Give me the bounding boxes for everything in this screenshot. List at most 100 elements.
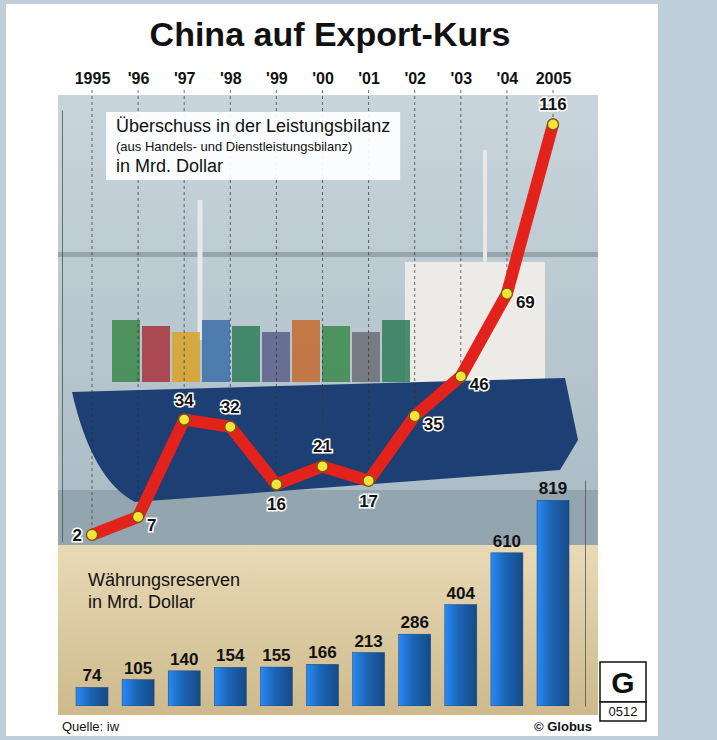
container	[292, 320, 320, 382]
x-tick: '00	[312, 70, 334, 87]
copyright: © Globus	[534, 719, 592, 734]
marker	[363, 475, 374, 486]
container	[322, 326, 350, 382]
data-label: 213	[354, 632, 382, 651]
data-label: 74	[83, 666, 102, 685]
source: Quelle: iw	[62, 719, 120, 734]
x-tick-label: '99	[266, 70, 288, 87]
bar	[307, 664, 339, 706]
x-tick: '01	[358, 70, 380, 87]
x-tick: 2005	[536, 70, 572, 87]
title: China auf Export-Kurs	[150, 15, 511, 53]
container	[352, 332, 380, 382]
chart-root: China auf Export-Kurs 1995 '96 '97 '98 '99 '00…	[0, 0, 717, 740]
mast	[198, 200, 203, 340]
ship-photo	[58, 150, 598, 545]
marker	[225, 421, 236, 432]
bars	[76, 500, 569, 706]
guide-line	[506, 90, 507, 288]
container	[382, 320, 410, 382]
y2-axis	[585, 481, 586, 707]
bar	[168, 671, 200, 706]
background	[0, 0, 717, 740]
x-axis: 1995 '96 '97 '98 '99 '00 '01 '02 '03 '04 2005	[75, 70, 572, 87]
x-tick: '97	[174, 70, 196, 87]
data-label: 34	[175, 391, 194, 410]
container	[112, 320, 140, 382]
bar	[214, 667, 246, 706]
annotation: in Mrd. Dollar	[88, 592, 195, 612]
data-label: 21	[313, 437, 332, 456]
data-label: 16	[267, 495, 286, 514]
container	[142, 326, 170, 382]
mast	[483, 150, 487, 265]
annotation: in Mrd. Dollar	[116, 156, 223, 176]
photo-sky	[58, 95, 598, 545]
data-label: 819	[539, 479, 567, 498]
bar	[260, 667, 292, 706]
series-name: Währungsreserven	[88, 570, 240, 590]
bar	[445, 605, 477, 706]
logo-letter: G	[611, 666, 634, 699]
bar	[122, 680, 154, 706]
line-series-label: Überschuss in der Leistungsbilanz (aus Ha…	[106, 112, 400, 180]
container	[172, 332, 200, 382]
data-label: 155	[262, 646, 290, 665]
logo-box	[600, 662, 646, 702]
x-tick-label: 1995	[75, 70, 111, 87]
marker	[133, 511, 144, 522]
data-label: 105	[124, 659, 152, 678]
data-label: 69	[516, 293, 535, 312]
x-tick: 1995	[75, 70, 111, 87]
container	[202, 320, 230, 382]
x-tick-label: '04	[497, 70, 519, 87]
x-tick-label: '00	[312, 70, 334, 87]
data-labels: 2734321621173546691167410514015415516621…	[73, 95, 568, 685]
marker	[455, 371, 466, 382]
x-tick-label: 2005	[536, 70, 572, 87]
bar	[537, 500, 569, 706]
series-name: Überschuss in der Leistungsbilanz	[116, 116, 390, 136]
container	[232, 326, 260, 382]
line-marks	[87, 119, 559, 540]
x-tick: '04	[497, 70, 519, 87]
label-box	[106, 112, 400, 180]
line	[92, 124, 553, 534]
bar	[353, 653, 385, 706]
data-label: 166	[308, 643, 336, 662]
bar	[76, 687, 108, 706]
data-label: 7	[147, 516, 156, 535]
guide-line	[460, 90, 461, 370]
data-label: 286	[401, 613, 429, 632]
x-tick-label: '01	[358, 70, 380, 87]
marker	[501, 288, 512, 299]
x-tick-label: '96	[128, 70, 150, 87]
marker	[179, 414, 190, 425]
guide-line	[414, 90, 415, 410]
x-tick: '02	[404, 70, 426, 87]
data-label: 140	[170, 650, 198, 669]
marker	[548, 119, 559, 130]
x-tick-label: '03	[450, 70, 472, 87]
marker	[87, 529, 98, 540]
x-tick: '96	[128, 70, 150, 87]
y-axis-line	[62, 111, 63, 543]
annotation: (aus Handels- und Dienstleistungsbilanz)	[116, 139, 352, 154]
marker	[317, 461, 328, 472]
data-label: 35	[424, 415, 443, 434]
data-label: 17	[359, 492, 378, 511]
marker	[409, 411, 420, 422]
x-tick: '03	[450, 70, 472, 87]
y-axis	[62, 111, 63, 543]
ground	[58, 545, 598, 715]
panel	[6, 4, 658, 736]
data-label: 154	[216, 646, 245, 665]
x-tick-label: '97	[174, 70, 196, 87]
y2-axis-line	[585, 481, 586, 707]
marker	[271, 479, 282, 490]
x-tick: '98	[220, 70, 242, 87]
data-label: 610	[493, 532, 521, 551]
guide-line	[92, 90, 93, 529]
bar	[491, 553, 523, 706]
data-label: 46	[470, 375, 489, 394]
